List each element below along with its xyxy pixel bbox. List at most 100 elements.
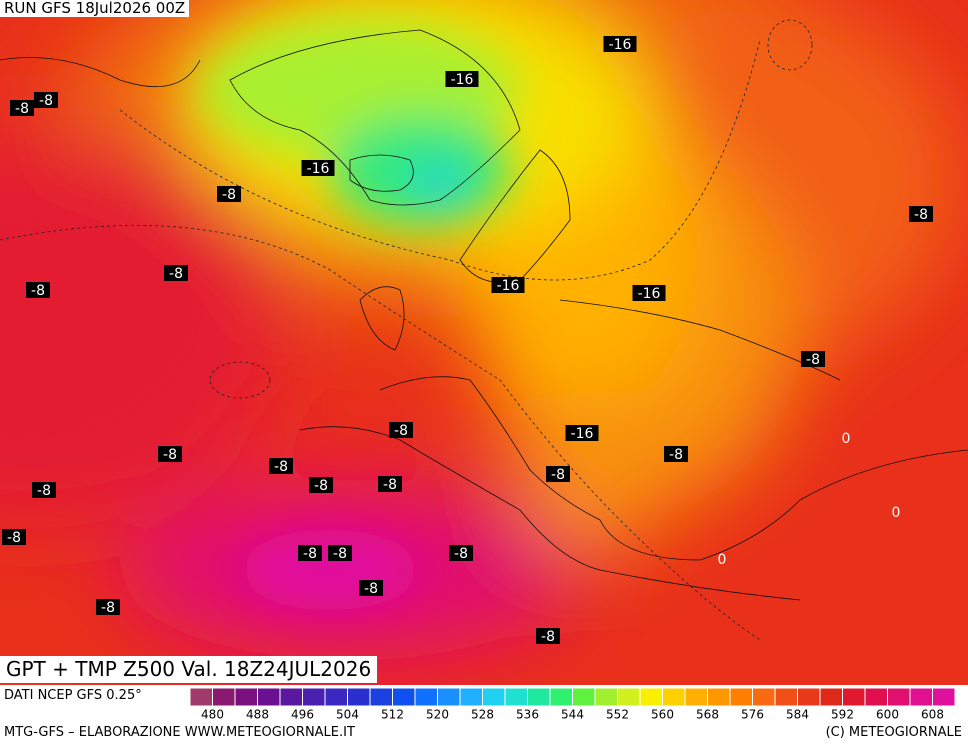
colorbar-label: 488	[246, 708, 269, 722]
contour-label: -8	[914, 207, 928, 223]
colorbar-swatch	[347, 687, 371, 707]
contour-label: -8	[7, 530, 21, 546]
contour-label: -8	[37, 483, 51, 499]
contour-label: -16	[307, 161, 330, 177]
colorbar-swatch	[662, 687, 686, 707]
colorbar-swatch	[752, 687, 776, 707]
colorbar-swatch	[932, 687, 956, 707]
label-box	[359, 580, 383, 596]
contour-label: -16	[497, 278, 520, 294]
contour-label: -8	[383, 477, 397, 493]
colorbar-swatch	[594, 687, 618, 707]
colorbar-swatch	[909, 687, 933, 707]
colorbar-label: 568	[696, 708, 719, 722]
label-box	[909, 206, 933, 222]
label-box	[328, 545, 352, 561]
colorbar-swatch	[212, 687, 236, 707]
colorbar-swatch	[459, 687, 483, 707]
source-label: DATI NCEP GFS 0.25°	[4, 688, 142, 703]
colorbar-swatch	[729, 687, 753, 707]
colorbar-swatch	[639, 687, 663, 707]
label-box	[298, 545, 322, 561]
contour-label: -8	[169, 266, 183, 282]
label-box	[158, 446, 182, 462]
label-box	[378, 476, 402, 492]
colorbar-swatch	[864, 687, 888, 707]
contour-label: -8	[222, 187, 236, 203]
colorbar-swatch	[324, 687, 348, 707]
contour-label: -8	[314, 478, 328, 494]
map-title: GPT + TMP Z500 Val. 18Z24JUL2026	[0, 656, 378, 683]
contour-label: -8	[303, 546, 317, 562]
label-box	[801, 351, 825, 367]
contour-label: -8	[31, 283, 45, 299]
map: -16 -16 -16 -16 -16 -16 -8 -8 -8 -8 -8 -8 -8 -8 -8 -8 -8…	[0, 0, 968, 685]
colorbar-swatch	[302, 687, 326, 707]
label-box	[10, 100, 34, 116]
colorbar-label: 584	[786, 708, 809, 722]
label-box	[565, 425, 599, 441]
label-box	[2, 529, 26, 545]
colorbar-label: 600	[876, 708, 899, 722]
contour-label: 0	[718, 552, 727, 568]
colorbar-swatch	[504, 687, 528, 707]
label-box	[536, 628, 560, 644]
contour-label: -8	[669, 447, 683, 463]
contour-label: -8	[364, 581, 378, 597]
label-box	[164, 265, 188, 281]
colorbar-label: 536	[516, 708, 539, 722]
label-box	[309, 477, 333, 493]
contour-label: -8	[806, 352, 820, 368]
isotherms	[0, 19, 813, 641]
colorbar-label: 528	[471, 708, 494, 722]
colorbar-swatch	[572, 687, 596, 707]
label-box	[301, 160, 335, 176]
colorbar-label: 512	[381, 708, 404, 722]
label-box	[389, 422, 413, 438]
colorbar-label: 480	[201, 708, 224, 722]
colorbar-label: 544	[561, 708, 584, 722]
label-box	[96, 599, 120, 615]
label-box	[269, 458, 293, 474]
footer-right: (C) METEOGIORNALE	[825, 725, 962, 740]
colorbar-swatch	[257, 687, 281, 707]
colorbar-swatch	[684, 687, 708, 707]
colorbar-swatch	[414, 687, 438, 707]
contour-label: 0	[892, 505, 901, 521]
label-box	[491, 277, 525, 293]
colorbar-swatch	[797, 687, 821, 707]
colorbar: 480 488 496 504 512 520 528 536 544 552 560 568 576 5…	[189, 687, 956, 722]
colorbar-swatch	[369, 687, 393, 707]
colorbar-label: 576	[741, 708, 764, 722]
contour-label: -16	[451, 72, 474, 88]
label-box	[445, 71, 479, 87]
colorbar-swatch	[482, 687, 506, 707]
colorbar-label: 496	[291, 708, 314, 722]
colorbar-swatch	[819, 687, 843, 707]
footer-left: MTG-GFS – ELABORAZIONE WWW.METEOGIORNALE…	[4, 725, 355, 740]
contour-label: -8	[394, 423, 408, 439]
colorbar-label: 552	[606, 708, 629, 722]
contour-labels: -16 -16 -16 -16 -16 -16 -8 -8 -8 -8 -8 -8 -8 -8 -8 -8 -8…	[2, 36, 933, 645]
contour-label: -8	[551, 467, 565, 483]
contour-label: -8	[39, 93, 53, 109]
contour-label: -16	[638, 286, 661, 302]
label-box	[664, 446, 688, 462]
colorbar-swatch	[549, 687, 573, 707]
label-box	[26, 282, 50, 298]
colorbar-swatch	[392, 687, 416, 707]
contour-label: -16	[571, 426, 594, 442]
colorbar-swatch	[617, 687, 641, 707]
contour-label: -8	[15, 101, 29, 117]
colorbar-label: 504	[336, 708, 359, 722]
label-box	[449, 545, 473, 561]
coastlines	[0, 29, 968, 601]
contour-label: -8	[541, 629, 555, 645]
colorbar-label: 560	[651, 708, 674, 722]
colorbar-swatch	[527, 687, 551, 707]
colorbar-label: 520	[426, 708, 449, 722]
colorbar-swatch	[887, 687, 911, 707]
colorbar-swatch	[234, 687, 258, 707]
colorbar-swatch	[279, 687, 303, 707]
